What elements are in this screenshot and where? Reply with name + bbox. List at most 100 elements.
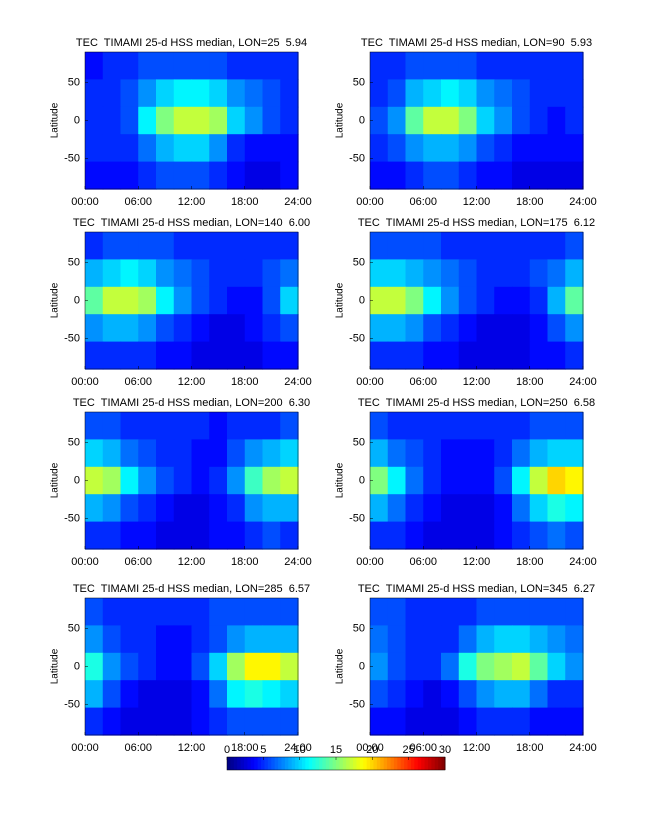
- heat-cell: [370, 707, 389, 736]
- heat-cell: [173, 412, 193, 440]
- panel-title: TEC TIMAMI 25-d HSS median, LON=140 6.00: [73, 217, 310, 229]
- heat-cell: [156, 680, 175, 709]
- heat-cell: [262, 598, 281, 626]
- heat-cell: [565, 466, 584, 495]
- heat-cell: [458, 79, 478, 108]
- heat-cell: [244, 598, 264, 626]
- heat-cell: [244, 494, 264, 523]
- heat-cell: [441, 439, 460, 468]
- heat-cell: [173, 494, 193, 523]
- heat-cell: [227, 412, 246, 440]
- heat-cell: [370, 52, 389, 80]
- heat-cell: [156, 106, 175, 135]
- heat-cell: [370, 625, 389, 654]
- heat-cell: [458, 598, 478, 626]
- heat-cell: [173, 134, 193, 163]
- heat-cell: [387, 412, 407, 440]
- heat-cell: [547, 341, 566, 370]
- heat-cell: [120, 412, 139, 440]
- heat-cell: [102, 707, 122, 736]
- heat-cell: [156, 466, 175, 495]
- colorbar-swatch: [281, 757, 286, 770]
- heat-cell: [209, 598, 228, 626]
- heat-cell: [476, 314, 495, 343]
- heat-cell: [156, 625, 175, 654]
- heat-cell: [441, 79, 460, 108]
- heat-cell: [120, 134, 139, 163]
- heat-cell: [102, 494, 122, 523]
- heat-cell: [244, 652, 264, 681]
- heat-cell: [262, 680, 281, 709]
- colorbar-swatch: [346, 757, 351, 770]
- heat-cell: [173, 625, 193, 654]
- heat-cell: [280, 521, 299, 550]
- heat-cell: [85, 314, 104, 343]
- y-tick-label: -50: [349, 152, 365, 164]
- heat-cell: [387, 232, 407, 260]
- x-tick-label: 06:00: [409, 742, 437, 754]
- x-tick-label: 12:00: [178, 376, 206, 388]
- heat-cell: [529, 286, 549, 315]
- heat-cell: [262, 161, 281, 190]
- heat-cell: [244, 521, 264, 550]
- heat-cell: [441, 232, 460, 260]
- x-tick-label: 06:00: [409, 376, 437, 388]
- heat-cell: [102, 439, 122, 468]
- heat-cell: [280, 161, 299, 190]
- heat-cell: [547, 259, 566, 288]
- heat-cell: [262, 625, 281, 654]
- colorbar-swatch: [237, 757, 242, 770]
- heat-cell: [244, 232, 264, 260]
- y-axis-label: Latitude: [335, 102, 346, 138]
- heat-cell: [227, 521, 246, 550]
- heat-cell: [227, 286, 246, 315]
- heat-cell: [458, 466, 478, 495]
- heat-cell: [262, 494, 281, 523]
- heat-cell: [156, 52, 175, 80]
- heat-cell: [227, 466, 246, 495]
- heat-cell: [529, 161, 549, 190]
- x-tick-label: 24:00: [284, 196, 312, 208]
- colorbar-swatch: [254, 757, 259, 770]
- heat-cell: [173, 161, 193, 190]
- colorbar-swatch: [329, 757, 334, 770]
- x-tick-label: 00:00: [356, 556, 384, 568]
- heat-cell: [405, 79, 424, 108]
- heat-cell: [209, 412, 228, 440]
- heat-cell: [423, 652, 442, 681]
- heat-cell: [191, 494, 210, 523]
- heat-cell: [512, 134, 531, 163]
- y-tick-label: 50: [353, 436, 365, 448]
- heat-cell: [280, 286, 299, 315]
- heat-cell: [494, 341, 513, 370]
- heat-cell: [120, 259, 139, 288]
- heat-cell: [458, 161, 478, 190]
- heat-cell: [387, 466, 407, 495]
- heat-cell: [423, 707, 442, 736]
- panel-title: TEC TIMAMI 25-d HSS median, LON=175 6.12: [358, 217, 595, 229]
- heat-cell: [529, 466, 549, 495]
- heat-cell: [458, 286, 478, 315]
- heat-cell: [458, 412, 478, 440]
- heat-cell: [494, 134, 513, 163]
- heat-cell: [494, 232, 513, 260]
- colorbar-swatch: [247, 757, 252, 770]
- heat-cell: [405, 314, 424, 343]
- heat-cell: [191, 707, 210, 736]
- heat-cell: [529, 259, 549, 288]
- heat-cell: [102, 259, 122, 288]
- heat-cell: [209, 232, 228, 260]
- heat-cell: [120, 521, 139, 550]
- heat-cell: [476, 52, 495, 80]
- heat-cell: [458, 494, 478, 523]
- colorbar-swatch: [325, 757, 330, 770]
- heat-cell: [423, 314, 442, 343]
- heat-cell: [458, 680, 478, 709]
- heat-cell: [173, 106, 193, 135]
- heat-cell: [262, 52, 281, 80]
- x-tick-label: 18:00: [231, 196, 259, 208]
- y-tick-label: 50: [353, 256, 365, 268]
- heat-cell: [387, 314, 407, 343]
- heat-cell: [476, 341, 495, 370]
